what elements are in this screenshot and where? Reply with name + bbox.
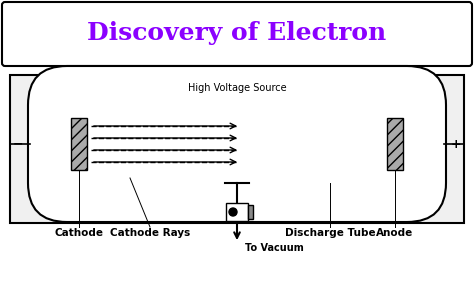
Bar bbox=[248, 205, 253, 219]
Bar bbox=[10, 75, 464, 223]
FancyBboxPatch shape bbox=[28, 66, 446, 222]
Text: Cathode: Cathode bbox=[55, 228, 103, 238]
Text: High Voltage Source: High Voltage Source bbox=[188, 83, 286, 93]
FancyBboxPatch shape bbox=[2, 2, 472, 66]
Circle shape bbox=[229, 208, 237, 216]
Text: Discharge Tube: Discharge Tube bbox=[285, 228, 375, 238]
Bar bbox=[387, 118, 403, 170]
Text: To Vacuum: To Vacuum bbox=[245, 243, 304, 253]
Text: Discovery of Electron: Discovery of Electron bbox=[87, 21, 387, 45]
Text: +: + bbox=[451, 138, 461, 150]
Bar bbox=[71, 118, 87, 170]
Text: Cathode Rays: Cathode Rays bbox=[110, 228, 190, 238]
Bar bbox=[226, 203, 248, 221]
Text: −: − bbox=[13, 138, 23, 150]
Text: Anode: Anode bbox=[376, 228, 414, 238]
